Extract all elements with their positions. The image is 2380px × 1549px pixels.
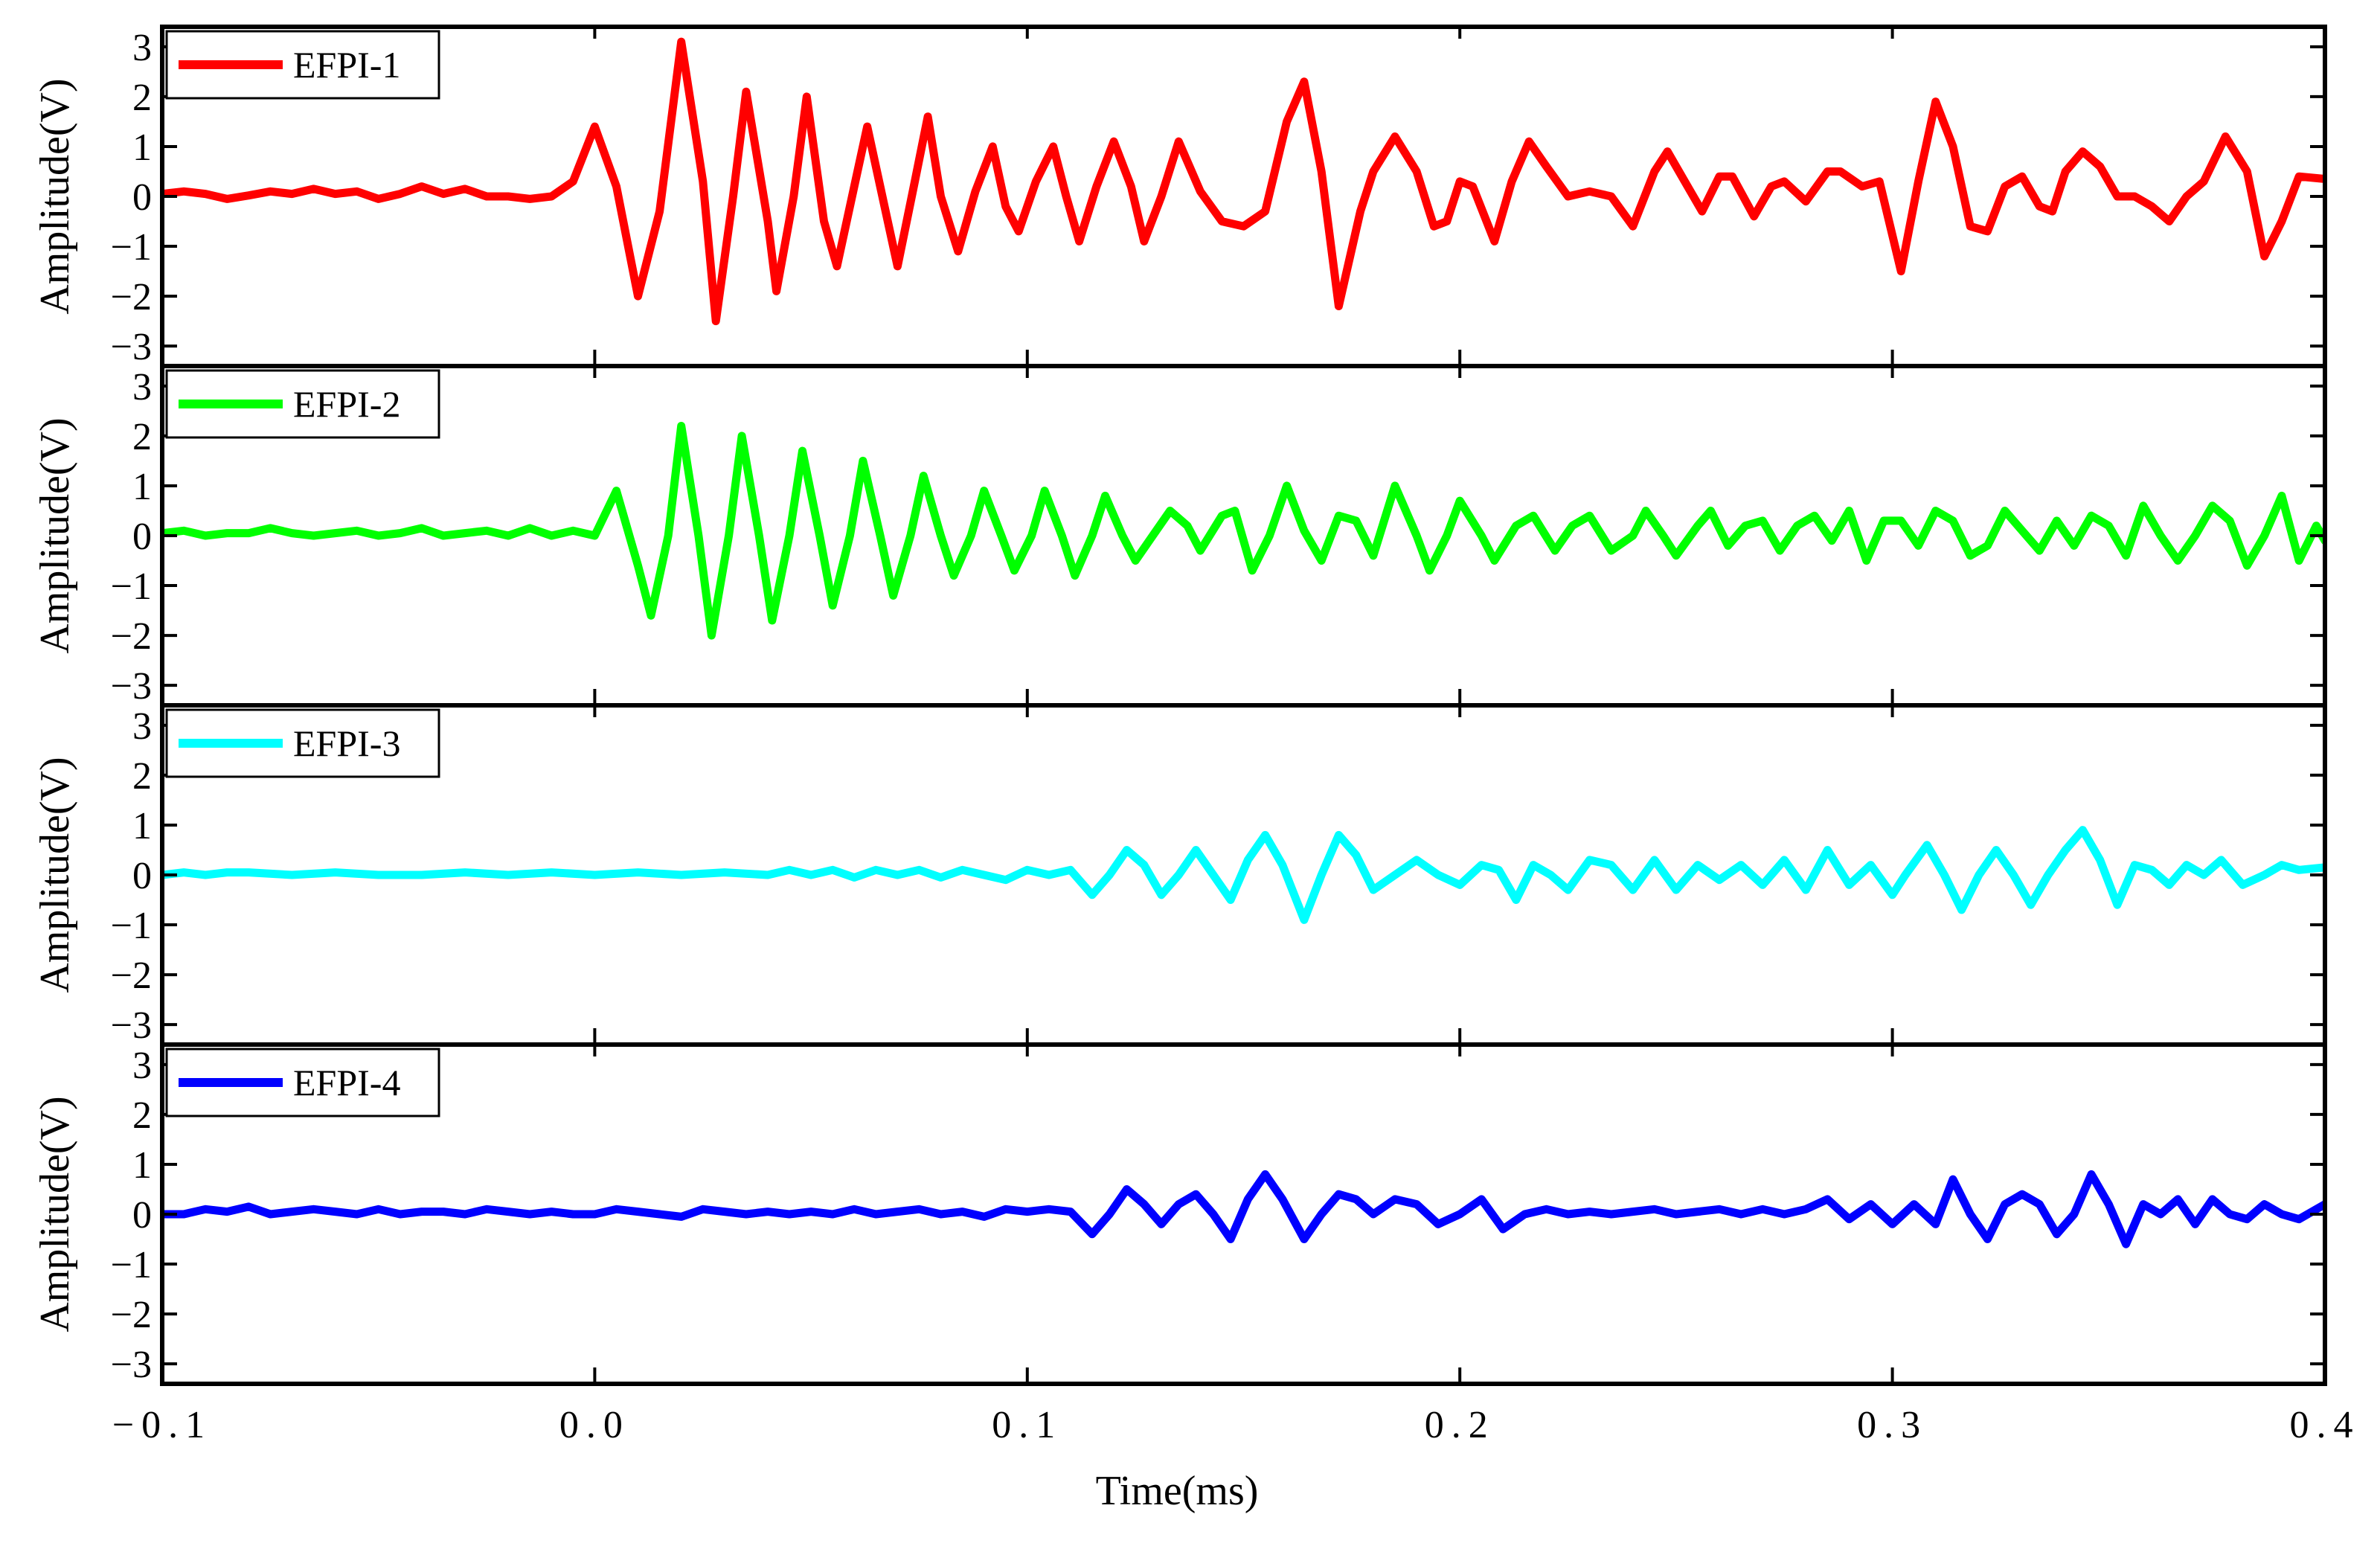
y-tick-label: 1 [132,126,152,169]
panel-3: 3 2 1 0 −1 −2 −3 Amplitude(V) EFPI-3 [32,703,2327,1047]
x-tick-label: 0.1 [992,1404,1062,1446]
y-tick-label: 2 [132,77,152,119]
series-line-efpi-3 [162,826,2325,924]
y-tick-label: 0 [132,1194,152,1237]
y-axis-title: Amplitude(V) [32,417,78,653]
panel-4: 3 2 1 0 −1 −2 −3 Amplitude(V) EFPI-4 [32,1042,2327,1386]
panel-1: 3 2 1 0 −1 −2 −3 Amplitude(V) EFPI-1 [32,25,2327,368]
y-tick-label: −3 [111,326,152,368]
legend: EFPI-2 [165,369,440,439]
y-tick-label: −3 [111,1004,152,1047]
y-axis-title: Amplitude(V) [32,78,78,314]
y-axis-title: Amplitude(V) [32,757,78,992]
y-tick-label: −1 [111,905,152,947]
y-tick-label: 0 [132,855,152,897]
y-tick-label: −2 [111,276,152,318]
legend-label: EFPI-3 [293,722,400,764]
legend-label: EFPI-2 [293,383,400,425]
y-tick-label: 1 [132,805,152,847]
series-line-efpi-4 [162,1170,2325,1248]
legend-box [165,30,440,100]
legend-label: EFPI-1 [293,44,400,86]
y-tick-label: 0 [132,516,152,558]
y-tick-label: −1 [111,226,152,269]
x-tick-label: −0.1 [112,1404,212,1446]
y-tick-label: 3 [132,705,152,748]
y-tick-label: 2 [132,1094,152,1137]
y-tick-label: 3 [132,366,152,408]
x-tick-label: 0.2 [1425,1404,1495,1446]
y-tick-label: −3 [111,1344,152,1386]
y-tick-label: −1 [111,1244,152,1286]
y-tick-label: 1 [132,1144,152,1187]
panel-2: 3 2 1 0 −1 −2 −3 Amplitude(V) EFPI-2 [32,364,2327,708]
y-axis-title: Amplitude(V) [32,1096,78,1332]
y-tick-label: 3 [132,1045,152,1087]
legend-label: EFPI-4 [293,1062,400,1103]
y-tick-label: −3 [111,665,152,708]
legend: EFPI-3 [165,708,440,778]
y-tick-label: 3 [132,27,152,69]
y-tick-label: −1 [111,565,152,608]
y-tick-label: 0 [132,176,152,219]
x-axis-title: Time(ms) [1096,1468,1259,1514]
series-line-efpi-2 [162,422,2325,640]
y-tick-label: −2 [111,955,152,997]
x-tick-label: 0.4 [2290,1404,2361,1446]
legend: EFPI-1 [165,30,440,100]
x-tick-label: 0.3 [1857,1404,1928,1446]
series-line-efpi-1 [162,37,2325,326]
y-tick-label: 1 [132,466,152,508]
y-tick-label: 2 [132,755,152,798]
y-tick-label: −2 [111,1294,152,1336]
legend: EFPI-4 [165,1048,440,1117]
y-tick-label: −2 [111,615,152,658]
x-tick-label: 0.0 [559,1404,630,1446]
y-tick-label: 2 [132,416,152,458]
